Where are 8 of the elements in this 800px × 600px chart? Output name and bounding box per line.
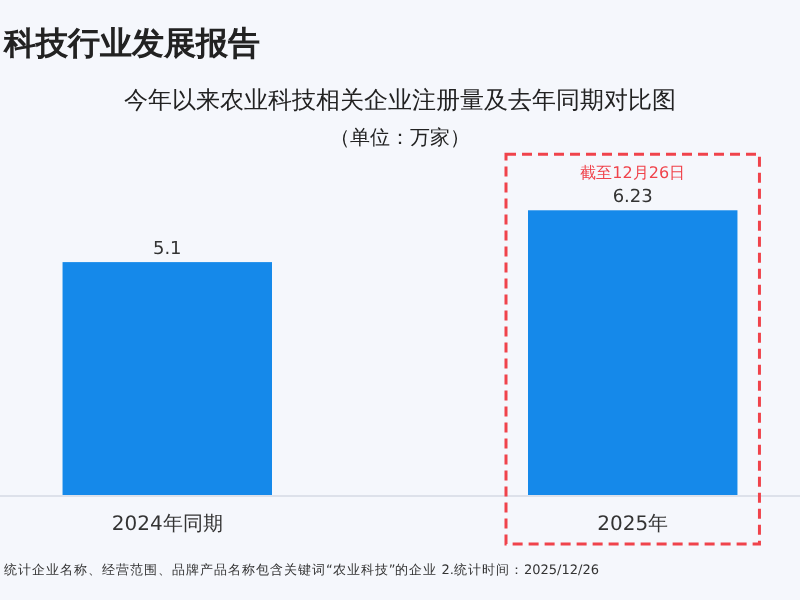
text: 科技行业发展报告: [2, 24, 260, 62]
x-tick-label: 2025年: [597, 512, 669, 536]
chart-title: 今年以来农业科技相关企业注册量及去年同期对比图: [124, 86, 676, 114]
annotation: 截至12月26日: [580, 164, 686, 183]
chart-subtitle: （单位：万家）: [330, 126, 470, 150]
data-label: 6.23: [612, 188, 653, 209]
x-tick-label: 2024年同期: [111, 512, 223, 536]
data-label: 5.1: [152, 240, 182, 261]
